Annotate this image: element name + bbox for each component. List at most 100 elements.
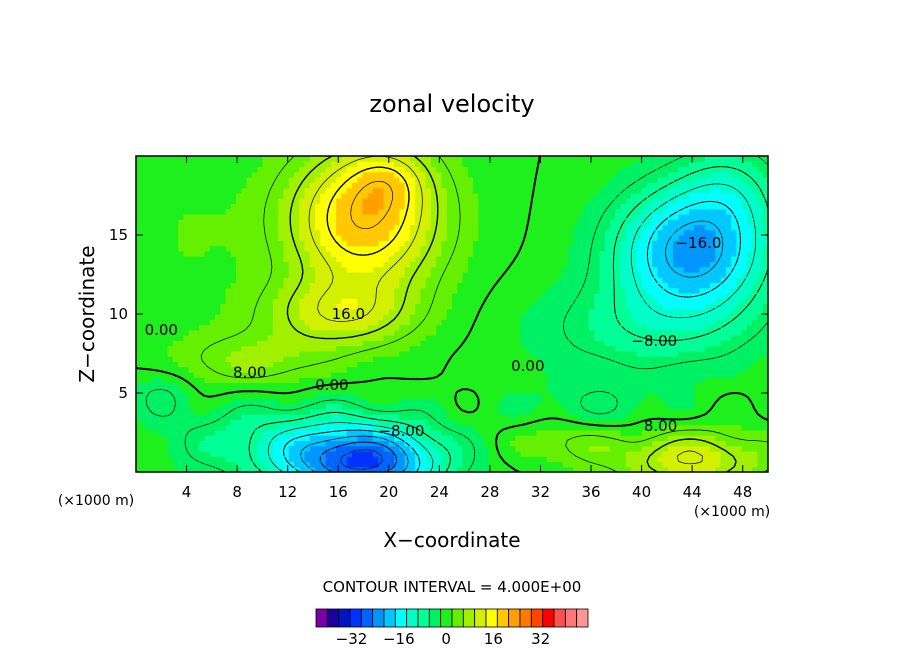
field-cell	[183, 429, 190, 436]
field-cell	[588, 435, 595, 441]
field-cell	[357, 250, 364, 257]
field-cell	[436, 403, 443, 410]
field-cell	[420, 387, 427, 394]
field-cell	[678, 356, 685, 362]
field-cell	[488, 350, 495, 357]
field-cell	[525, 345, 532, 352]
field-cell	[473, 435, 479, 441]
field-cell	[557, 282, 564, 289]
field-cell	[136, 287, 142, 294]
field-cell	[362, 429, 369, 436]
field-cell	[562, 366, 569, 373]
field-cell	[583, 398, 590, 405]
field-cell	[141, 266, 148, 273]
field-cell	[588, 387, 595, 394]
field-cell	[357, 356, 364, 362]
field-cell	[309, 356, 316, 362]
field-cell	[678, 256, 685, 262]
field-cell	[378, 298, 385, 305]
field-cell	[315, 277, 321, 283]
field-cell	[457, 366, 464, 373]
field-cell	[499, 377, 506, 384]
field-cell	[557, 456, 564, 463]
field-cell	[257, 382, 263, 389]
field-cell	[567, 429, 574, 436]
field-cell	[604, 456, 611, 463]
field-cell	[762, 393, 768, 399]
field-cell	[183, 356, 190, 362]
field-cell	[441, 345, 448, 352]
field-cell	[394, 371, 400, 378]
field-cell	[741, 445, 748, 452]
field-cell	[483, 398, 490, 405]
field-cell	[657, 308, 664, 315]
field-cell	[251, 303, 258, 310]
field-cell	[283, 466, 290, 472]
field-cell	[715, 377, 722, 384]
field-cell	[483, 266, 490, 273]
field-cell	[441, 435, 448, 441]
field-cell	[309, 440, 316, 447]
field-cell	[304, 298, 311, 305]
field-cell	[278, 461, 285, 468]
field-cell	[557, 424, 564, 431]
field-cell	[304, 371, 311, 378]
field-cell	[146, 271, 153, 278]
field-cell	[641, 282, 648, 289]
field-cell	[552, 461, 558, 468]
field-cell	[178, 350, 184, 357]
field-cell	[257, 308, 263, 315]
field-cell	[136, 440, 142, 447]
field-cell	[562, 324, 569, 331]
field-cell	[136, 303, 142, 310]
field-cell	[546, 445, 553, 452]
field-cell	[236, 303, 242, 310]
field-cell	[557, 256, 564, 262]
field-cell	[504, 329, 511, 336]
field-cell	[236, 424, 242, 431]
field-cell	[541, 266, 548, 273]
field-cell	[583, 371, 590, 378]
field-cell	[520, 382, 527, 389]
field-cell	[757, 429, 764, 436]
field-cell	[262, 445, 269, 452]
field-cell	[146, 324, 153, 331]
field-cell	[562, 361, 569, 368]
field-cell	[625, 340, 632, 347]
field-cell	[409, 308, 416, 315]
field-cell	[188, 377, 195, 384]
field-cell	[157, 256, 163, 262]
field-cell	[641, 440, 648, 447]
field-cell	[504, 340, 511, 347]
field-cell	[346, 371, 353, 378]
field-cell	[320, 261, 327, 268]
field-cell	[204, 450, 211, 457]
field-cell	[762, 314, 768, 320]
field-cell	[504, 319, 511, 326]
field-cell	[183, 292, 190, 299]
field-cell	[441, 282, 448, 289]
field-cell	[283, 435, 290, 441]
field-cell	[667, 393, 674, 399]
field-cell	[383, 435, 390, 441]
field-cell	[383, 303, 390, 310]
field-cell	[488, 298, 495, 305]
field-cell	[425, 277, 432, 283]
field-cell	[357, 450, 364, 457]
field-cell	[615, 277, 622, 283]
field-cell	[552, 366, 558, 373]
field-cell	[193, 371, 200, 378]
field-cell	[167, 435, 174, 441]
field-cell	[415, 282, 421, 289]
field-cell	[557, 371, 564, 378]
field-cell	[678, 387, 685, 394]
field-cell	[294, 314, 300, 320]
field-cell	[720, 414, 727, 420]
field-cell	[673, 377, 680, 384]
field-cell	[673, 419, 680, 426]
field-cell	[467, 445, 474, 452]
field-cell	[251, 250, 258, 257]
field-cell	[462, 350, 469, 357]
field-cell	[731, 266, 737, 273]
field-cell	[383, 308, 390, 315]
